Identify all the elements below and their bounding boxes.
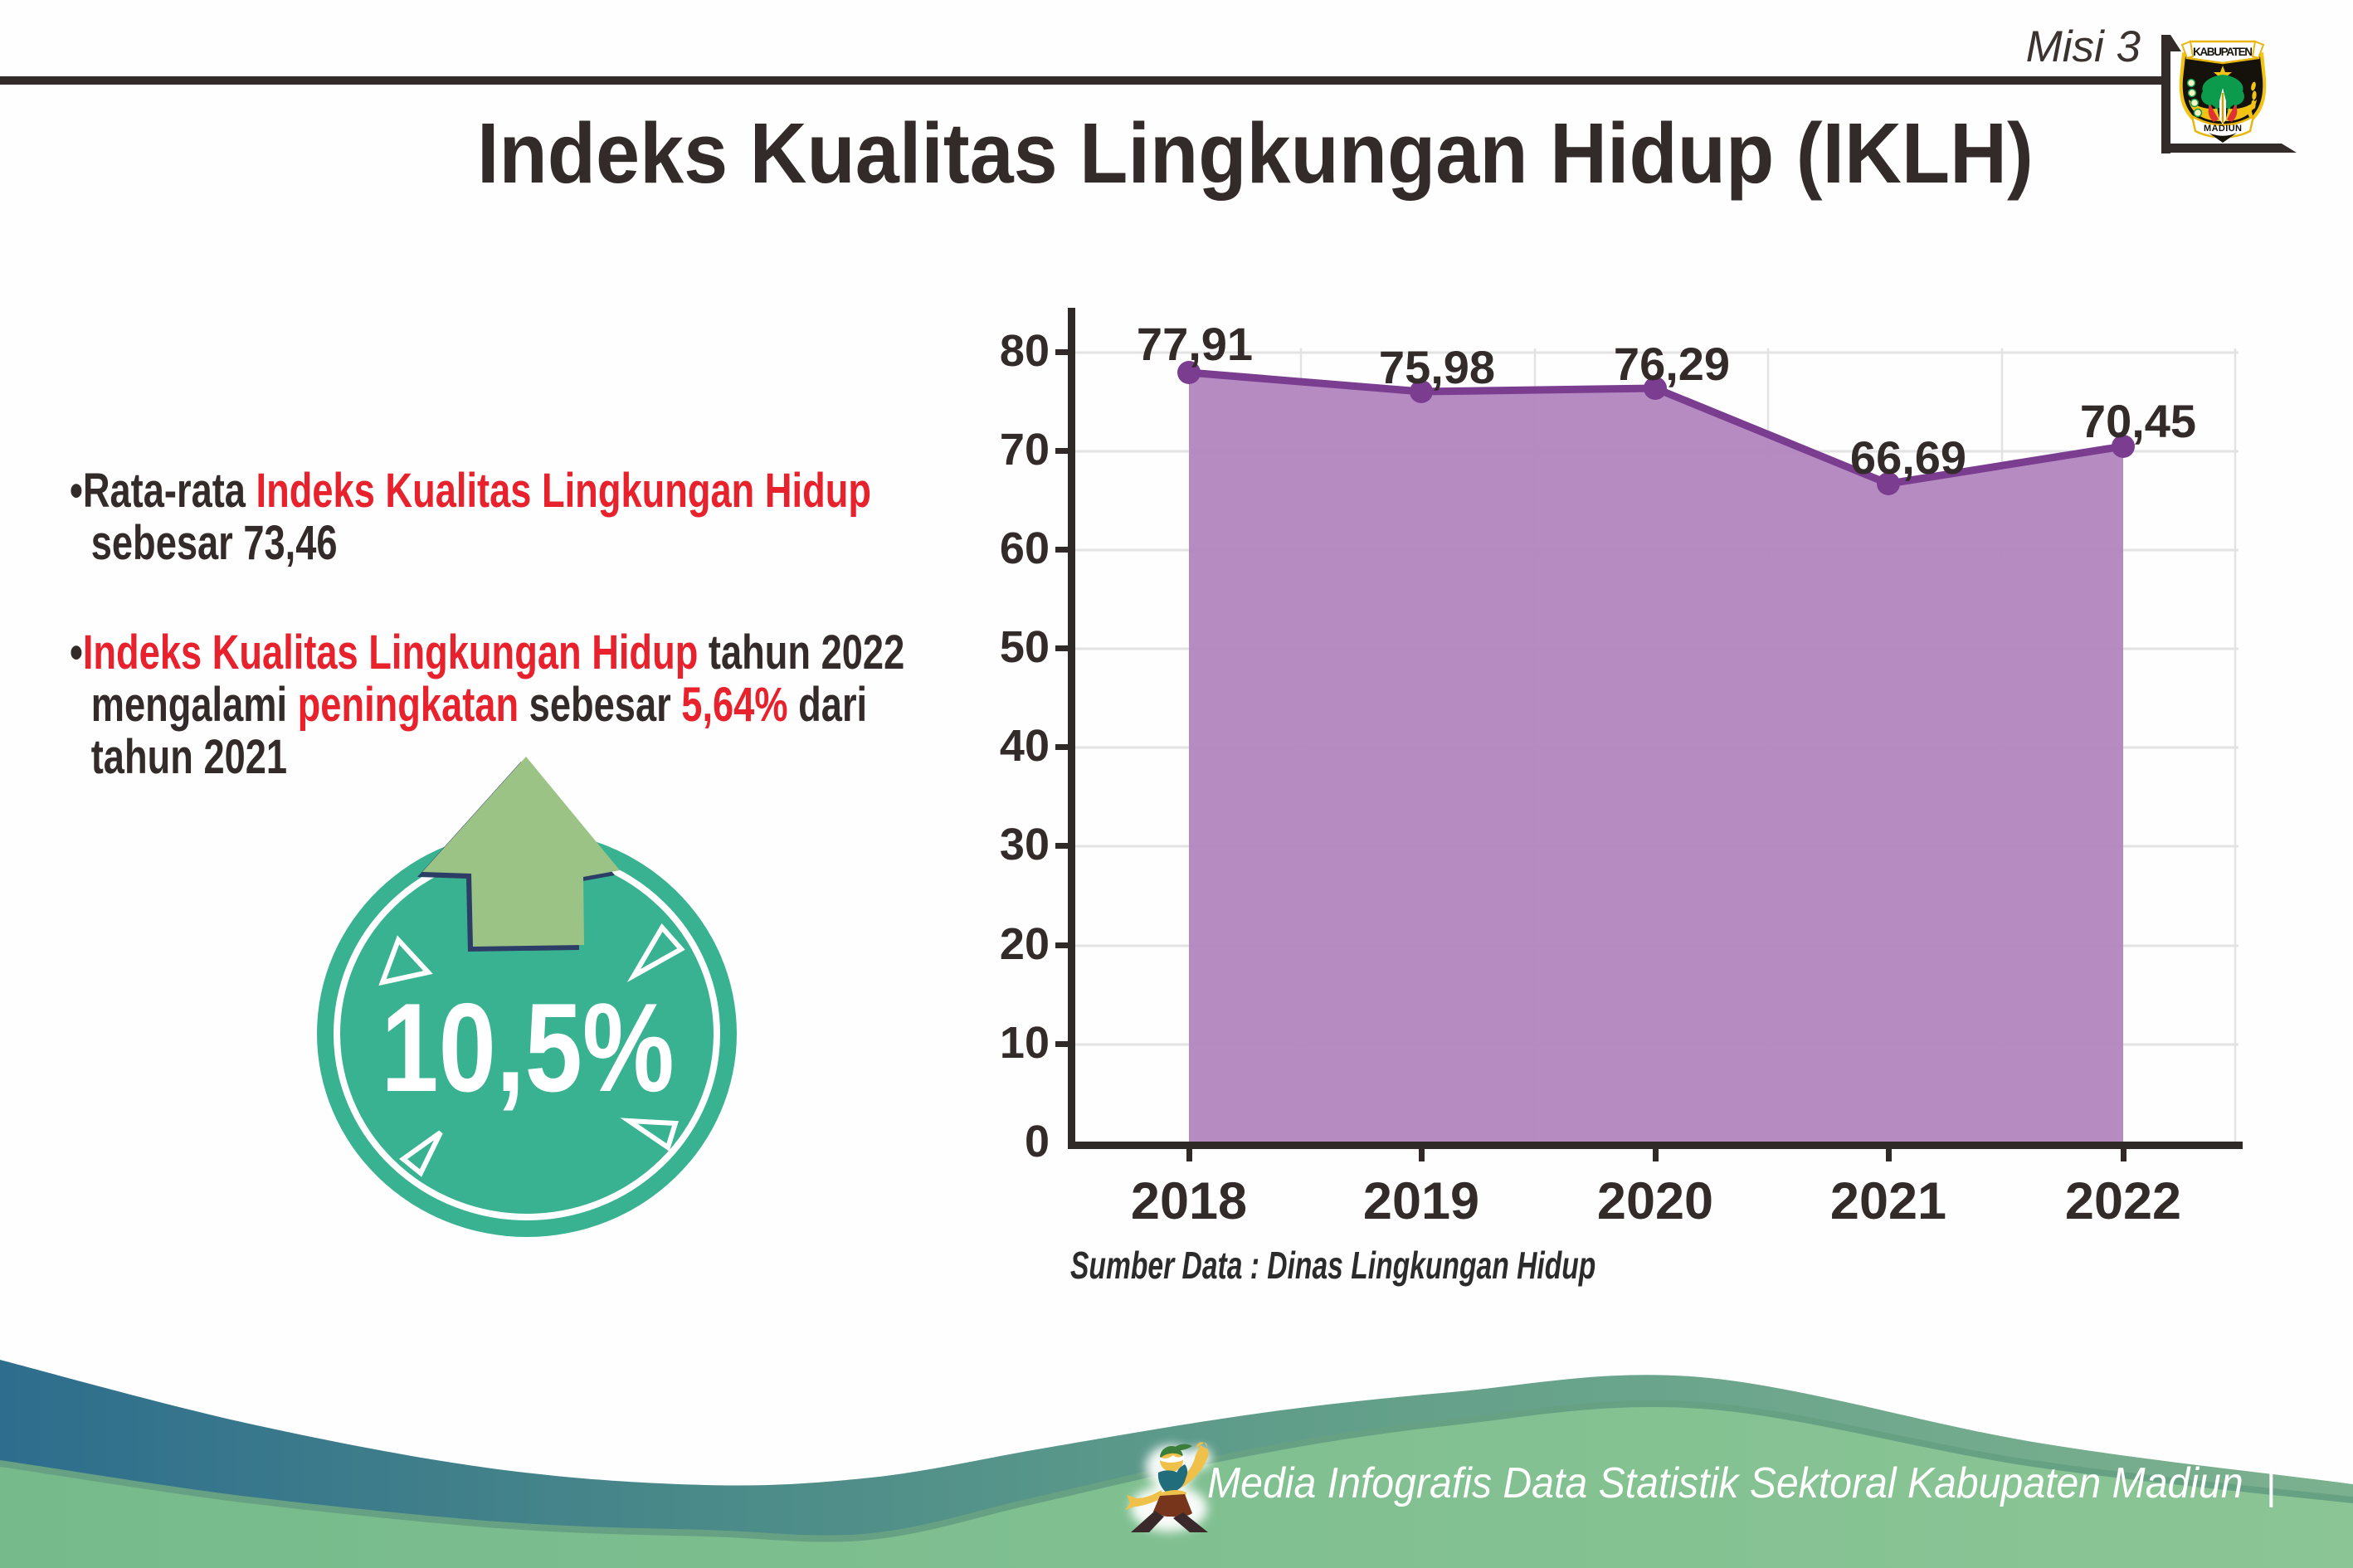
svg-text:KABUPATEN: KABUPATEN [2193, 46, 2253, 58]
svg-text:MADIUN: MADIUN [2204, 124, 2242, 134]
